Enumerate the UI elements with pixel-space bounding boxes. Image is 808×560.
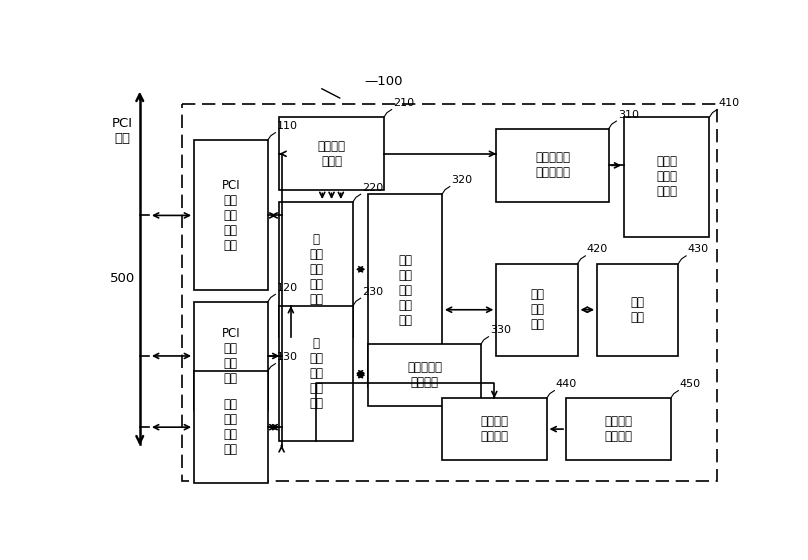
Text: 参数配置
寄存器: 参数配置 寄存器	[318, 140, 346, 168]
Text: 液晶控
制和显
示模块: 液晶控 制和显 示模块	[656, 156, 677, 198]
Text: 错误时序
控制模块: 错误时序 控制模块	[480, 415, 508, 443]
Text: 130: 130	[277, 352, 298, 362]
Text: 120: 120	[277, 283, 298, 293]
Bar	[194, 141, 267, 291]
Text: 230: 230	[362, 287, 383, 297]
Text: 450: 450	[680, 379, 701, 389]
Text: 奇偶
校验
指令
模块: 奇偶 校验 指令 模块	[224, 398, 238, 456]
Text: 110: 110	[277, 121, 298, 131]
Bar	[496, 129, 608, 202]
Bar	[597, 264, 679, 356]
Bar	[442, 398, 547, 460]
Bar	[368, 194, 442, 387]
Text: 手动控制
开关模块: 手动控制 开关模块	[604, 415, 633, 443]
Text: 先进
先出
电路
缓存
模块: 先进 先出 电路 缓存 模块	[398, 254, 412, 327]
Text: PCI
总线: PCI 总线	[112, 117, 133, 145]
Bar	[280, 202, 353, 337]
Text: 从
设备
逻辑
控制
模块: 从 设备 逻辑 控制 模块	[309, 233, 323, 306]
Bar	[496, 264, 578, 356]
Text: PCI
指令
缓存
模块: PCI 指令 缓存 模块	[221, 327, 240, 385]
Text: 内存
模块: 内存 模块	[631, 296, 645, 324]
Text: 320: 320	[452, 175, 473, 185]
Bar	[280, 117, 384, 190]
Text: —100: —100	[364, 74, 403, 87]
Text: 内存
控制
模块: 内存 控制 模块	[530, 288, 544, 332]
Text: 410: 410	[718, 98, 740, 108]
Text: 440: 440	[556, 379, 577, 389]
Text: 210: 210	[393, 98, 415, 108]
Bar	[194, 371, 267, 483]
Text: 430: 430	[688, 244, 709, 254]
Bar	[368, 344, 481, 406]
Bar	[183, 104, 718, 482]
Text: 500: 500	[110, 273, 135, 286]
Text: 330: 330	[490, 325, 511, 335]
Bar	[280, 306, 353, 441]
Text: 主
设备
逻辑
控制
模块: 主 设备 逻辑 控制 模块	[309, 337, 323, 410]
Text: PCI
地址
数据
缓存
模块: PCI 地址 数据 缓存 模块	[221, 179, 240, 252]
Text: 时序检测逻
辑控制模块: 时序检测逻 辑控制模块	[535, 151, 570, 179]
Text: 310: 310	[618, 110, 639, 119]
Text: 420: 420	[587, 244, 608, 254]
Text: 220: 220	[362, 183, 384, 193]
Text: 直接存储器
存取模块: 直接存储器 存取模块	[407, 361, 442, 389]
Bar	[624, 117, 709, 236]
Bar	[566, 398, 671, 460]
Bar	[194, 302, 267, 410]
